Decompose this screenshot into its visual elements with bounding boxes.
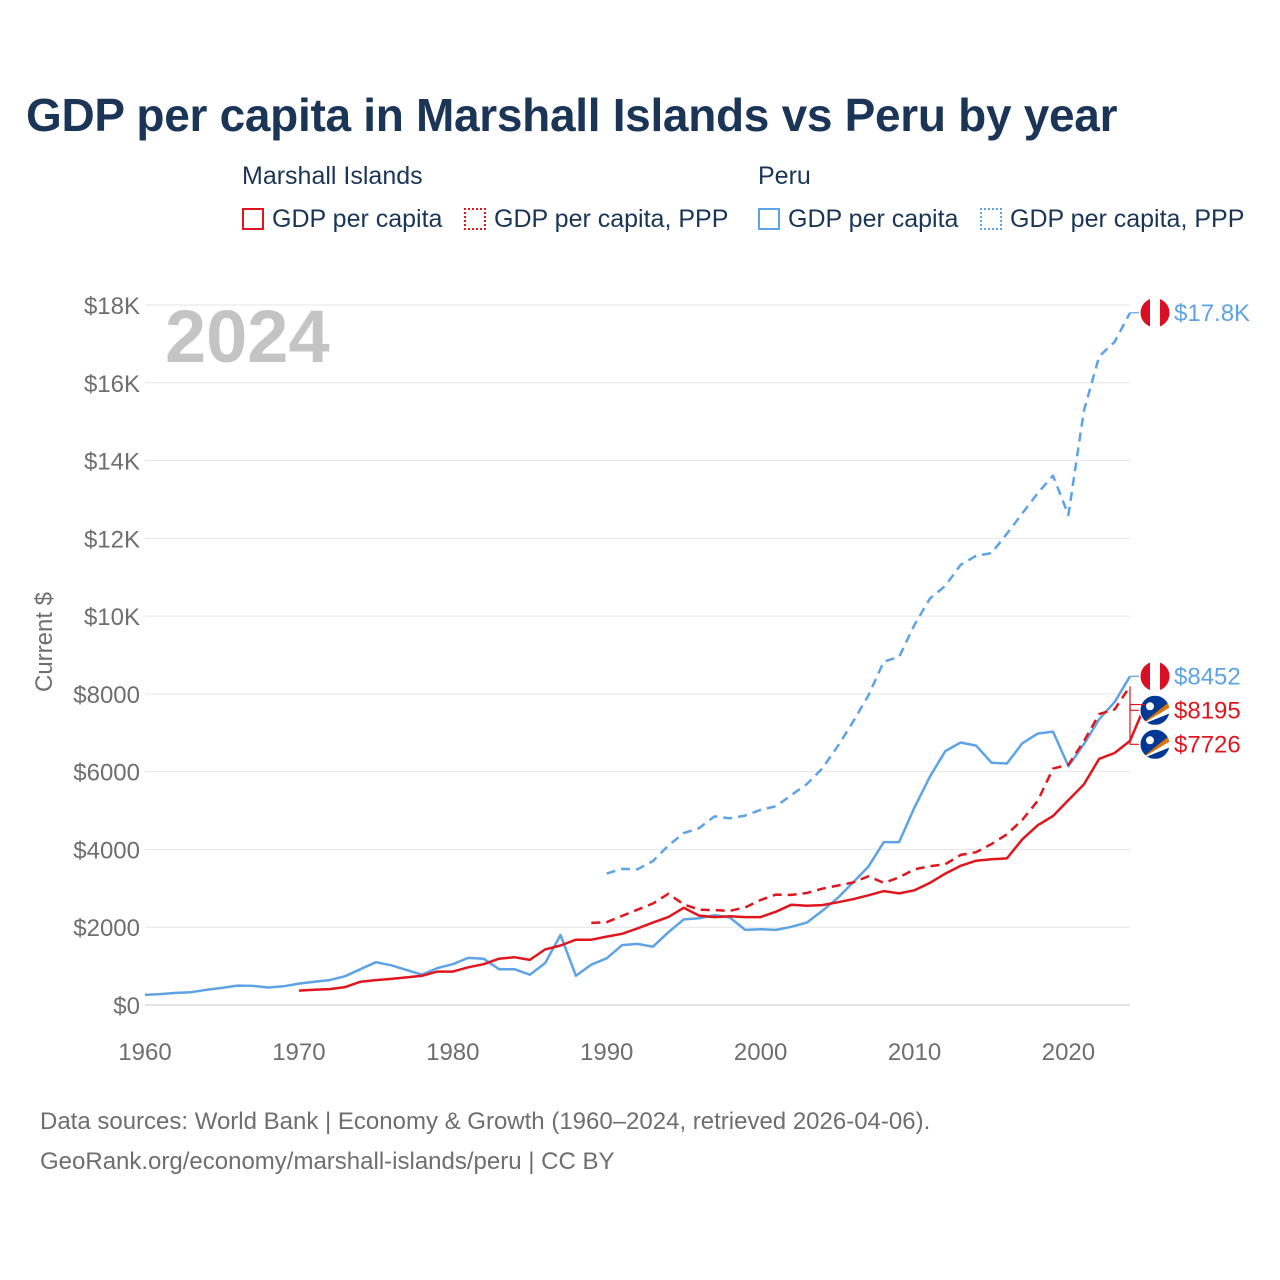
legend-item-marshall-gdp[interactable]: GDP per capita — [242, 204, 442, 234]
footer-attribution: GeoRank.org/economy/marshall-islands/per… — [40, 1148, 615, 1175]
series-line-peru-gdp — [144, 675, 1132, 997]
legend-label-peru-ppp: GDP per capita, PPP — [1010, 204, 1245, 233]
x-tick-label: 1970 — [272, 1039, 325, 1066]
x-tick-label: 2000 — [734, 1039, 787, 1066]
end-value-label: $17.8K — [1174, 300, 1250, 327]
marshall-islands-flag-icon — [1139, 694, 1171, 726]
end-value-label: $7726 — [1174, 731, 1241, 758]
y-tick-label: $6000 — [73, 760, 140, 787]
y-tick-label: $8000 — [73, 682, 140, 709]
end-value-label: $8195 — [1174, 697, 1241, 724]
legend-item-peru-ppp[interactable]: GDP per capita, PPP — [980, 204, 1244, 234]
legend-swatch-peru-ppp — [980, 208, 1002, 230]
y-tick-label: $12K — [84, 526, 140, 553]
legend-swatch-peru-gdp — [758, 208, 780, 230]
series-line-peru-ppp — [606, 312, 1132, 875]
chart-title: GDP per capita in Marshall Islands vs Pe… — [26, 89, 1118, 141]
x-tick-label: 1990 — [580, 1039, 633, 1066]
legend-group-marshall-islands: Marshall Islands — [242, 162, 423, 190]
y-tick-label: $4000 — [73, 837, 140, 864]
y-tick-label: $18K — [84, 293, 140, 320]
y-tick-label: $0 — [113, 993, 140, 1020]
legend-group-peru: Peru — [758, 162, 811, 190]
x-tick-label: 1980 — [426, 1039, 479, 1066]
end-value-label: $8452 — [1174, 663, 1241, 690]
legend-label-marshall-ppp: GDP per capita, PPP — [494, 204, 729, 233]
peru-flag-icon — [1139, 660, 1171, 692]
legend-label-peru-gdp: GDP per capita — [788, 204, 959, 233]
legend-swatch-marshall-gdp — [242, 208, 264, 230]
legend-swatch-marshall-ppp — [464, 208, 486, 230]
x-tick-label: 2020 — [1042, 1039, 1095, 1066]
legend-label-marshall-gdp: GDP per capita — [272, 204, 443, 233]
x-tick-label: 1960 — [118, 1039, 171, 1066]
legend-item-peru-gdp[interactable]: GDP per capita — [758, 204, 958, 234]
peru-flag-icon — [1139, 297, 1171, 329]
year-watermark: 2024 — [165, 295, 330, 378]
series-line-marshall-islands-ppp — [591, 685, 1132, 925]
end-label-connector — [1129, 703, 1146, 745]
legend-item-marshall-ppp[interactable]: GDP per capita, PPP — [464, 204, 728, 234]
x-tick-label: 2010 — [888, 1039, 941, 1066]
footer-sources: Data sources: World Bank | Economy & Gro… — [40, 1108, 931, 1135]
end-label-connector — [1129, 686, 1139, 711]
y-tick-label: $10K — [84, 604, 140, 631]
y-tick-label: $16K — [84, 371, 140, 398]
y-tick-label: $2000 — [73, 915, 140, 942]
y-axis-label: Current $ — [31, 592, 58, 692]
y-tick-label: $14K — [84, 449, 140, 476]
marshall-islands-flag-icon — [1139, 728, 1171, 760]
series-line-marshall-islands-gdp — [298, 704, 1147, 992]
